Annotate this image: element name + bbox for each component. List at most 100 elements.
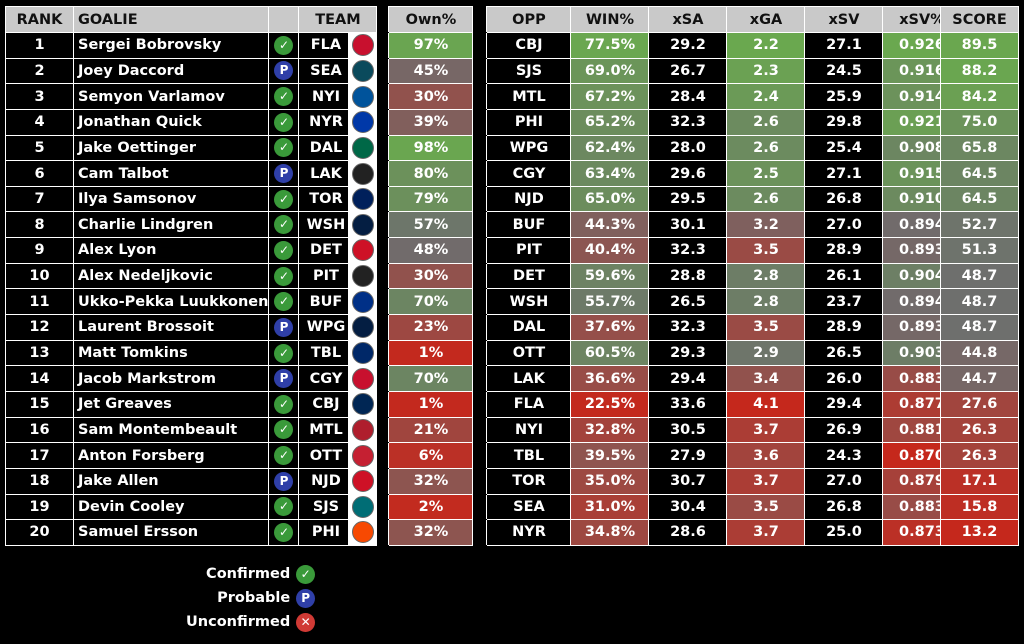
table-row[interactable]: 5 Jake Oettinger ✓ DAL 98% WPG 62.4% 28.0 2.6 25.… — [5, 134, 962, 162]
opp-cell: DAL — [486, 314, 572, 341]
score-body: 89.5 88.2 84.2 75.0 65.8 64.5 64.5 52.7 51.3 48.7… — [940, 32, 1019, 546]
spacer — [472, 211, 488, 239]
table-row[interactable]: 20 Samuel Ersson ✓ PHI 32% NYR 34.8% 28.6 3.7 25.… — [5, 519, 962, 546]
score-table: SCORE 89.5 88.2 84.2 75.0 65.8 64.5 64.5 52.7 51… — [940, 6, 1019, 546]
team-logo-icon — [351, 111, 374, 134]
goalie-name[interactable]: Devin Cooley — [72, 493, 270, 521]
goalie-name[interactable]: Matt Tomkins — [72, 339, 270, 367]
table-row[interactable]: 6 Cam Talbot P LAK 80% CGY 63.4% 29.6 2.5 27.1 0.9… — [5, 160, 962, 187]
status-legend: Confirmed ✓ Probable P Unconfirmed ✕ — [186, 562, 316, 634]
xsv-cell: 27.1 — [804, 32, 884, 59]
goalie-name[interactable]: Sam Montembeault — [72, 416, 270, 444]
team-logo-icon — [351, 521, 374, 544]
score-cell: 65.8 — [940, 134, 1019, 162]
table-row[interactable]: 11 Ukko-Pekka Luukkonen ✓ BUF 70% WSH 55.7% 26.… — [5, 288, 962, 316]
opp-header[interactable]: OPP — [486, 6, 572, 33]
goalie-name[interactable]: Anton Forsberg — [72, 442, 270, 469]
team-cell: WPG — [298, 314, 350, 341]
goalie-name[interactable]: Samuel Ersson — [72, 519, 270, 546]
score-header[interactable]: SCORE — [940, 6, 1019, 33]
probable-icon: P — [274, 61, 294, 81]
goalie-name[interactable]: Jake Oettinger — [72, 134, 270, 162]
goalie-name[interactable]: Joey Daccord — [72, 57, 270, 85]
goalie-name[interactable]: Jet Greaves — [72, 390, 270, 418]
xga-cell: 2.8 — [726, 262, 806, 290]
goalie-name[interactable]: Jake Allen — [72, 467, 270, 495]
table-row[interactable]: 10 Alex Nedeljkovic ✓ PIT 30% DET 59.6% 28.8 2.8… — [5, 262, 962, 290]
goalie-name[interactable]: Laurent Brossoit — [72, 314, 270, 341]
xsv-cell: 26.1 — [804, 262, 884, 290]
status-cell: ✓ — [268, 32, 300, 59]
table-row[interactable]: 12 Laurent Brossoit P WPG 23% DAL 37.6% 32.3 3.5… — [5, 314, 962, 341]
spacer — [472, 237, 488, 264]
opp-cell: CGY — [486, 160, 572, 187]
xga-cell: 2.4 — [726, 83, 806, 110]
team-header[interactable]: TEAM — [298, 6, 378, 33]
table-row[interactable]: 14 Jacob Markstrom P CGY 70% LAK 36.6% 29.4 3.4 2… — [5, 365, 962, 392]
table-row[interactable]: 18 Jake Allen P NJD 32% TOR 35.0% 30.7 3.7 27.0 0.… — [5, 467, 962, 495]
own-cell: 6% — [388, 442, 474, 469]
status-cell: ✓ — [268, 519, 300, 546]
score-cell: 88.2 — [940, 57, 1019, 85]
team-cell: PHI — [298, 519, 350, 546]
rank-header[interactable]: RANK — [5, 6, 74, 33]
goalie-name[interactable]: Alex Nedeljkovic — [72, 262, 270, 290]
win-cell: 77.5% — [570, 32, 650, 59]
goalie-header[interactable]: GOALIE — [72, 6, 270, 33]
table-row[interactable]: 7 Ilya Samsonov ✓ TOR 79% NJD 65.0% 29.5 2.6 26.8… — [5, 185, 962, 213]
own-cell: 32% — [388, 519, 474, 546]
win-cell: 44.3% — [570, 211, 650, 239]
score-cell: 26.3 — [940, 442, 1019, 469]
table-row[interactable]: 9 Alex Lyon ✓ DET 48% PIT 40.4% 32.3 3.5 28.9 0.89… — [5, 237, 962, 264]
table-row[interactable]: 1 Sergei Bobrovsky ✓ FLA 97% CBJ 77.5% 29.2 2.2 2… — [5, 32, 962, 59]
team-logo-icon — [351, 85, 374, 108]
goalie-name[interactable]: Jonathan Quick — [72, 108, 270, 136]
goalie-name[interactable]: Sergei Bobrovsky — [72, 32, 270, 59]
xsa-cell: 29.4 — [648, 365, 728, 392]
status-cell: ✓ — [268, 262, 300, 290]
table-row[interactable]: 16 Sam Montembeault ✓ MTL 21% NYI 32.8% 30.5 3.7… — [5, 416, 962, 444]
table-row[interactable]: 2 Joey Daccord P SEA 45% SJS 69.0% 26.7 2.3 24.5 0… — [5, 57, 962, 85]
xsv-cell: 25.9 — [804, 83, 884, 110]
goalie-name[interactable]: Jacob Markstrom — [72, 365, 270, 392]
goalie-name[interactable]: Alex Lyon — [72, 237, 270, 264]
table-row[interactable]: 4 Jonathan Quick ✓ NYR 39% PHI 65.2% 32.3 2.6 29.… — [5, 108, 962, 136]
unconfirmed-icon: ✕ — [296, 612, 316, 632]
score-row: 15.8 — [940, 493, 1019, 521]
xsv-header[interactable]: xSV — [804, 6, 884, 33]
opp-cell: WPG — [486, 134, 572, 162]
rank-cell: 8 — [5, 211, 74, 239]
table-row[interactable]: 15 Jet Greaves ✓ CBJ 1% FLA 22.5% 33.6 4.1 29.4 0.… — [5, 390, 962, 418]
team-logo-cell — [348, 390, 378, 418]
goalie-name[interactable]: Ukko-Pekka Luukkonen — [72, 288, 270, 316]
rank-cell: 7 — [5, 185, 74, 213]
table-row[interactable]: 13 Matt Tomkins ✓ TBL 1% OTT 60.5% 29.3 2.9 26.5 0… — [5, 339, 962, 367]
team-cell: NJD — [298, 467, 350, 495]
own-cell: 70% — [388, 365, 474, 392]
opp-cell: SEA — [486, 493, 572, 521]
xga-header[interactable]: xGA — [726, 6, 806, 33]
spacer — [376, 237, 390, 264]
team-logo-cell — [348, 134, 378, 162]
spacer — [472, 108, 488, 136]
table-row[interactable]: 3 Semyon Varlamov ✓ NYI 30% MTL 67.2% 28.4 2.4 25… — [5, 83, 962, 110]
opp-cell: FLA — [486, 390, 572, 418]
goalie-name[interactable]: Ilya Samsonov — [72, 185, 270, 213]
goalie-name[interactable]: Charlie Lindgren — [72, 211, 270, 239]
table-row[interactable]: 19 Devin Cooley ✓ SJS 2% SEA 31.0% 30.4 3.5 26.8 0… — [5, 493, 962, 521]
team-logo-cell — [348, 185, 378, 213]
table-row[interactable]: 8 Charlie Lindgren ✓ WSH 57% BUF 44.3% 30.1 3.2 2… — [5, 211, 962, 239]
status-cell: ✓ — [268, 493, 300, 521]
goalie-name[interactable]: Cam Talbot — [72, 160, 270, 187]
spacer — [472, 493, 488, 521]
xsa-header[interactable]: xSA — [648, 6, 728, 33]
xga-cell: 3.7 — [726, 467, 806, 495]
win-header[interactable]: WIN% — [570, 6, 650, 33]
table-row[interactable]: 17 Anton Forsberg ✓ OTT 6% TBL 39.5% 27.9 3.6 24.… — [5, 442, 962, 469]
win-cell: 67.2% — [570, 83, 650, 110]
opp-cell: SJS — [486, 57, 572, 85]
xga-cell: 3.7 — [726, 519, 806, 546]
own-header[interactable]: Own% — [388, 6, 474, 33]
spacer — [376, 416, 390, 444]
goalie-name[interactable]: Semyon Varlamov — [72, 83, 270, 110]
